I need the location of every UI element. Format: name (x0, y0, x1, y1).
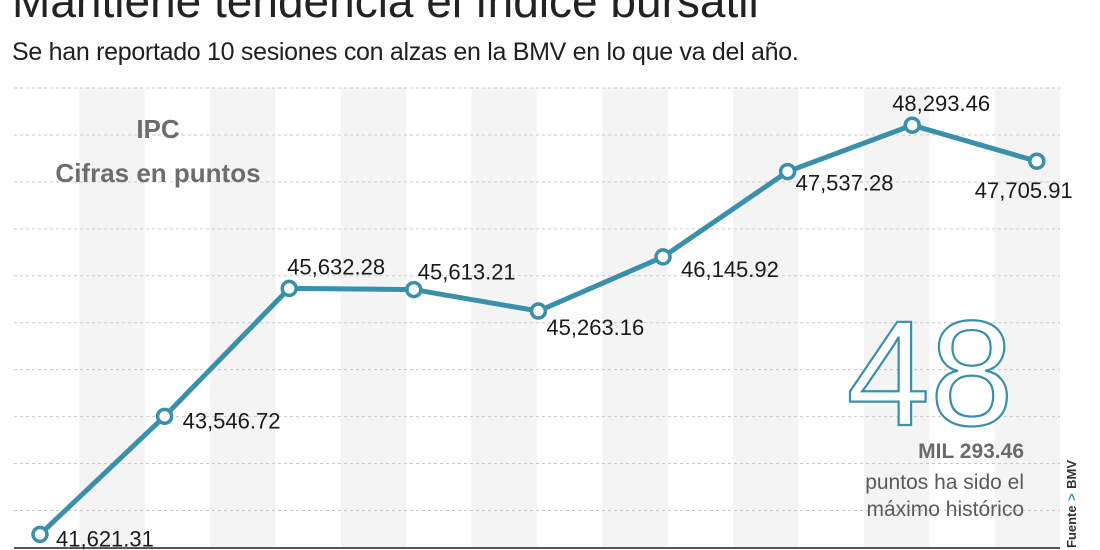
gridlines (14, 87, 1060, 549)
source-note: Fuente > BMV (1063, 460, 1080, 548)
chart-title: Mantiene tendencia el índice bursátil (12, 0, 759, 27)
chart-note-ipc: IPC (136, 114, 180, 144)
data-point (778, 162, 797, 181)
data-label: 41,621.31 (56, 526, 154, 550)
callout-big-number: 48 (847, 289, 1014, 457)
data-label: 43,546.72 (183, 408, 281, 433)
data-label: 45,632.28 (287, 254, 385, 279)
source-arrow: > (1064, 493, 1079, 501)
data-point (1028, 152, 1046, 170)
background-band (210, 88, 276, 548)
background-band (340, 88, 407, 548)
data-point (903, 116, 921, 134)
background-band (471, 88, 537, 548)
data-label: 48,293.46 (892, 91, 990, 116)
data-point (405, 280, 423, 299)
background-band (994, 88, 1060, 548)
source-name: BMV (1064, 460, 1079, 489)
data-label: 45,613.21 (418, 260, 516, 285)
callout-line-2: máximo histórico (866, 498, 1024, 521)
data-label: 45,263.16 (546, 315, 644, 340)
data-label: 46,145.92 (681, 257, 779, 282)
callout-line-1: puntos ha sido el (865, 471, 1024, 494)
data-point (31, 525, 49, 544)
background-bands (79, 88, 1060, 548)
data-point (155, 407, 174, 426)
data-label: 47,537.28 (796, 171, 894, 196)
chart-note-units: Cifras en puntos (55, 158, 260, 188)
data-point (654, 248, 672, 266)
background-band (602, 88, 668, 548)
background-band (733, 88, 799, 548)
source-label: Fuente (1064, 505, 1079, 548)
background-band (79, 88, 145, 548)
series-ipc (31, 116, 1046, 544)
data-label: 47,705.91 (975, 178, 1073, 203)
callout-bold-text: MIL 293.46 (918, 440, 1024, 463)
background-band (863, 88, 930, 548)
chart-subtitle: Se han reportado 10 sesiones con alzas e… (12, 38, 799, 66)
data-labels: 41,621.31 43,546.72 45,632.28 45,613.21 45,2… (56, 91, 1073, 550)
data-point (280, 279, 298, 298)
data-point (529, 302, 548, 320)
